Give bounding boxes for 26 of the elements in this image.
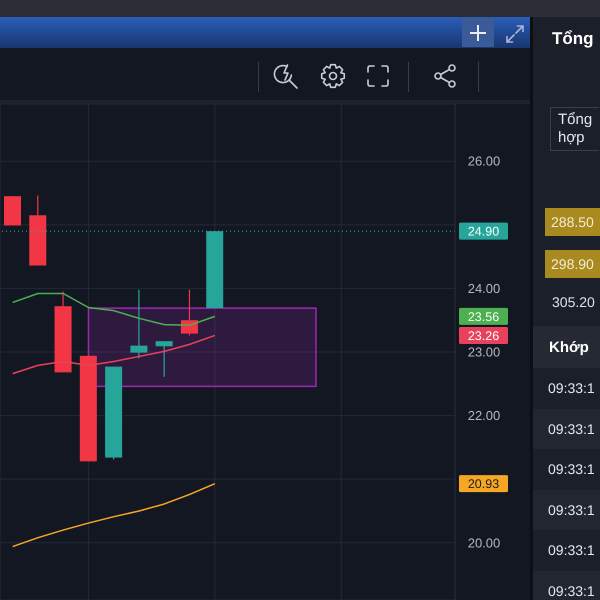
text: Khớp xyxy=(549,339,589,356)
candlestick xyxy=(156,340,173,378)
text: 09:33:1 xyxy=(548,380,595,396)
text: 20.93 xyxy=(468,477,500,492)
text: 298.90 xyxy=(551,256,594,272)
line-series xyxy=(12,334,216,374)
y-tick-label: 24.00 xyxy=(468,280,500,296)
text: 09:33:1 xyxy=(548,542,595,558)
line-series xyxy=(12,482,216,548)
select-field: Tổng hợp xyxy=(550,107,599,151)
y-tick-label: 23.00 xyxy=(468,344,500,360)
y-tick-label: 20.00 xyxy=(468,535,500,550)
text: 288.50 xyxy=(551,214,594,230)
text: Tổng xyxy=(552,29,594,48)
y-tick-label: 22.00 xyxy=(468,408,500,424)
text: 09:33:1 xyxy=(548,461,595,477)
text: 09:33:1 xyxy=(548,582,595,598)
text: 09:33:1 xyxy=(548,420,595,436)
y-tick-label: 26.00 xyxy=(468,154,500,169)
text: 09:33:1 xyxy=(548,502,595,518)
text: 23.26 xyxy=(468,328,500,343)
text: 305.20 xyxy=(552,294,595,310)
text: 23.56 xyxy=(468,310,500,324)
candlestick xyxy=(180,289,198,336)
candlestick xyxy=(130,289,148,359)
ref-line-label: 24.90 xyxy=(468,224,500,239)
